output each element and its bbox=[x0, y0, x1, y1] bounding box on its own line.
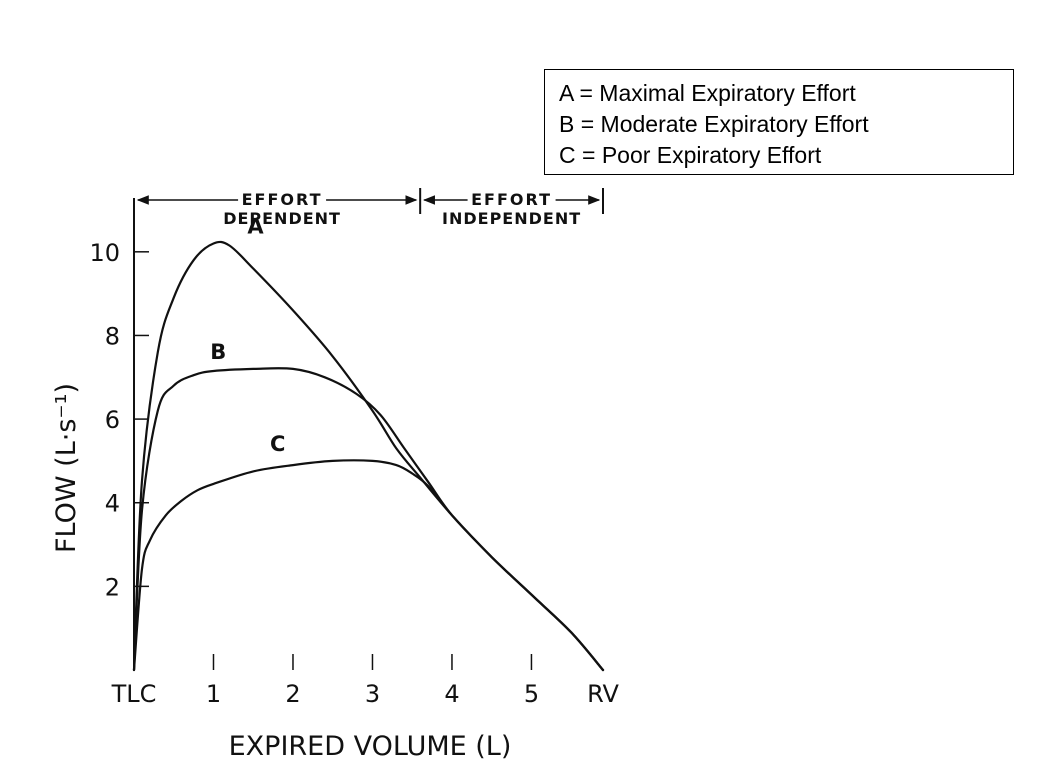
y-tick-label: 2 bbox=[105, 573, 120, 601]
x-tick-label: 1 bbox=[206, 680, 221, 708]
y-tick-label: 6 bbox=[105, 406, 120, 434]
curves: A B C bbox=[132, 214, 605, 672]
axis-labels: EXPIRED VOLUME (L) FLOW (L·s⁻¹) bbox=[51, 383, 511, 762]
x-tick-label: TLC bbox=[111, 680, 157, 708]
region-label-bottom: DEPENDENT bbox=[223, 209, 341, 228]
x-tick-label: RV bbox=[587, 680, 619, 708]
x-axis-label: EXPIRED VOLUME (L) bbox=[229, 731, 512, 762]
legend-item-b: B = Moderate Expiratory Effort bbox=[559, 111, 869, 137]
curve-label-a: A bbox=[247, 214, 264, 238]
y-tick-label: 4 bbox=[105, 490, 120, 518]
legend-box: A = Maximal Expiratory Effort B = Modera… bbox=[544, 69, 1014, 175]
y-axis-label: FLOW (L·s⁻¹) bbox=[51, 383, 82, 553]
x-tick-label: 4 bbox=[444, 680, 459, 708]
region-label-bg bbox=[467, 189, 556, 207]
y-tick-label: 8 bbox=[105, 322, 120, 350]
region-label-bottom: INDEPENDENT bbox=[442, 209, 581, 228]
x-tick-label: 3 bbox=[365, 680, 380, 708]
legend-item-c: C = Poor Expiratory Effort bbox=[559, 142, 822, 168]
curve-label-b: B bbox=[210, 340, 226, 364]
axes: 2 4 6 8 10 TLC 1 2 3 4 5 RV bbox=[89, 198, 619, 708]
legend-item-a: A = Maximal Expiratory Effort bbox=[559, 80, 856, 106]
y-tick-label: 10 bbox=[89, 239, 120, 267]
curve-label-c: C bbox=[270, 432, 285, 456]
curve-b bbox=[132, 367, 605, 672]
curve-a bbox=[132, 240, 605, 672]
region-label-bg bbox=[238, 189, 327, 207]
x-tick-label: 5 bbox=[524, 680, 539, 708]
region-label-top: EFFORT bbox=[242, 190, 323, 209]
x-tick-label: 2 bbox=[285, 680, 300, 708]
curve-c bbox=[132, 459, 605, 672]
region-label-top: EFFORT bbox=[471, 190, 552, 209]
